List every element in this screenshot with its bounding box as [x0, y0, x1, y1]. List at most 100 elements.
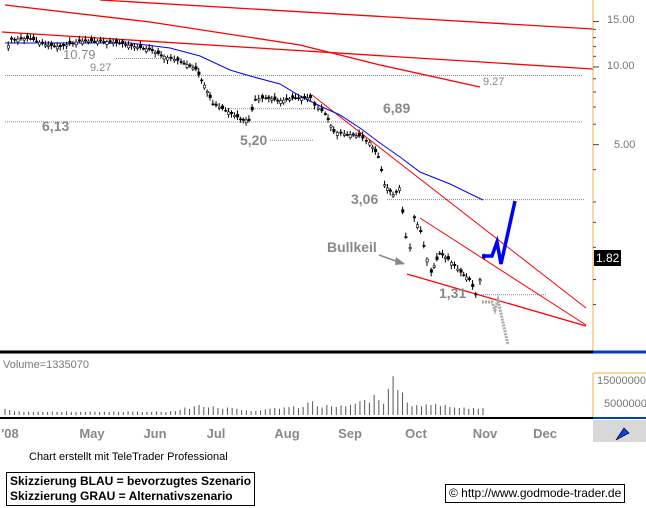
candle-body [19, 37, 23, 40]
scenario-legend: Skizzierung BLAU = bevorzugtes Szenario … [6, 472, 256, 506]
candle-body [444, 256, 448, 259]
candle-body [182, 62, 186, 65]
candle-body [77, 39, 81, 42]
candle-body [115, 39, 119, 43]
x-tick: Aug [274, 426, 300, 441]
candle-body [383, 184, 387, 187]
candle-body [459, 269, 463, 273]
x-tick: Dec [533, 426, 557, 441]
copyright-link[interactable]: © http://www.godmode-trader.de [445, 484, 626, 503]
x-tick: Jun [143, 426, 167, 441]
candle-body [133, 46, 137, 49]
candle-body [176, 57, 180, 61]
candle-body [205, 91, 209, 94]
candle-body [351, 133, 355, 136]
candle-body [49, 42, 53, 46]
candle-body [227, 111, 231, 115]
candle-body [432, 265, 436, 268]
logo-box [593, 420, 646, 442]
candle-body [282, 99, 286, 104]
candle-body [309, 94, 313, 99]
candle-body [230, 111, 234, 114]
candle-body [10, 37, 14, 40]
candle-body [58, 44, 62, 47]
candle-body [250, 106, 254, 111]
candle-body [276, 99, 280, 102]
trendline-label: 9.27 [483, 76, 505, 88]
candle-body [316, 107, 320, 110]
candle-body [84, 39, 88, 42]
x-tick: '08 [1, 426, 19, 441]
candle-body [16, 38, 20, 43]
candle-body [425, 258, 429, 263]
candle-body [41, 41, 45, 44]
candle-body [221, 105, 225, 109]
level-label-5-20: 5,20 [240, 132, 268, 148]
candle-body [380, 168, 384, 171]
candle-body [412, 216, 416, 219]
trendline-curve [4, 4, 481, 88]
candle-body [257, 98, 261, 101]
candle-body [55, 45, 59, 50]
level-label-9-27: 9.27 [90, 62, 112, 74]
candle-body [335, 132, 339, 136]
scenario-gray [482, 294, 510, 346]
candle-body [241, 119, 245, 121]
candle-body [453, 264, 457, 267]
candle-body [22, 38, 26, 41]
candle-body [153, 51, 157, 54]
x-tick: Jul [206, 426, 226, 441]
candle-body [214, 103, 218, 106]
vol-tick-15m: 15000000 [597, 375, 646, 387]
candle-body [211, 103, 215, 106]
candle-body [68, 40, 72, 45]
x-tick: Oct [405, 426, 427, 441]
candle-body [264, 97, 268, 100]
candle-body [253, 98, 257, 101]
candle-body [446, 256, 450, 260]
candle-body [376, 156, 380, 158]
candle-body [96, 40, 100, 45]
candle-body [62, 44, 66, 46]
candle-body [185, 64, 189, 68]
candle-body [87, 40, 91, 43]
candle-body [394, 190, 398, 193]
candle-body [468, 277, 472, 280]
candle-body [267, 96, 271, 99]
candle-body [172, 59, 176, 62]
candle-body [244, 119, 248, 123]
candle-body [144, 48, 148, 52]
candle-body [462, 274, 466, 277]
candle-body [121, 40, 125, 44]
candle-body [364, 140, 368, 142]
candle-body [169, 56, 173, 59]
candle-body [194, 66, 198, 70]
y-tick-10: 10.00 [607, 60, 635, 72]
candle-body [217, 106, 221, 109]
candle-body [332, 129, 336, 133]
candle-body [179, 61, 183, 63]
level-label-6-89: 6,89 [383, 100, 411, 116]
candle-body [313, 102, 317, 106]
candle-body [247, 118, 251, 121]
candle-body [147, 47, 151, 50]
candle-body [111, 41, 115, 44]
candle-body [99, 39, 103, 42]
candle-body [233, 115, 237, 117]
candle-body [326, 118, 330, 120]
last-price-badge: 1.82 [594, 250, 622, 266]
candle-body [166, 57, 170, 61]
candle-body [159, 54, 163, 57]
candle-body [398, 187, 402, 191]
candle-body [374, 148, 378, 153]
candle-body [81, 40, 85, 45]
candle-body [127, 44, 131, 49]
candle-body [456, 268, 460, 271]
candle-body [261, 95, 265, 99]
candle-body [105, 41, 109, 45]
candle-body [294, 97, 298, 100]
candle-body [239, 118, 243, 121]
candle-body [108, 40, 112, 43]
